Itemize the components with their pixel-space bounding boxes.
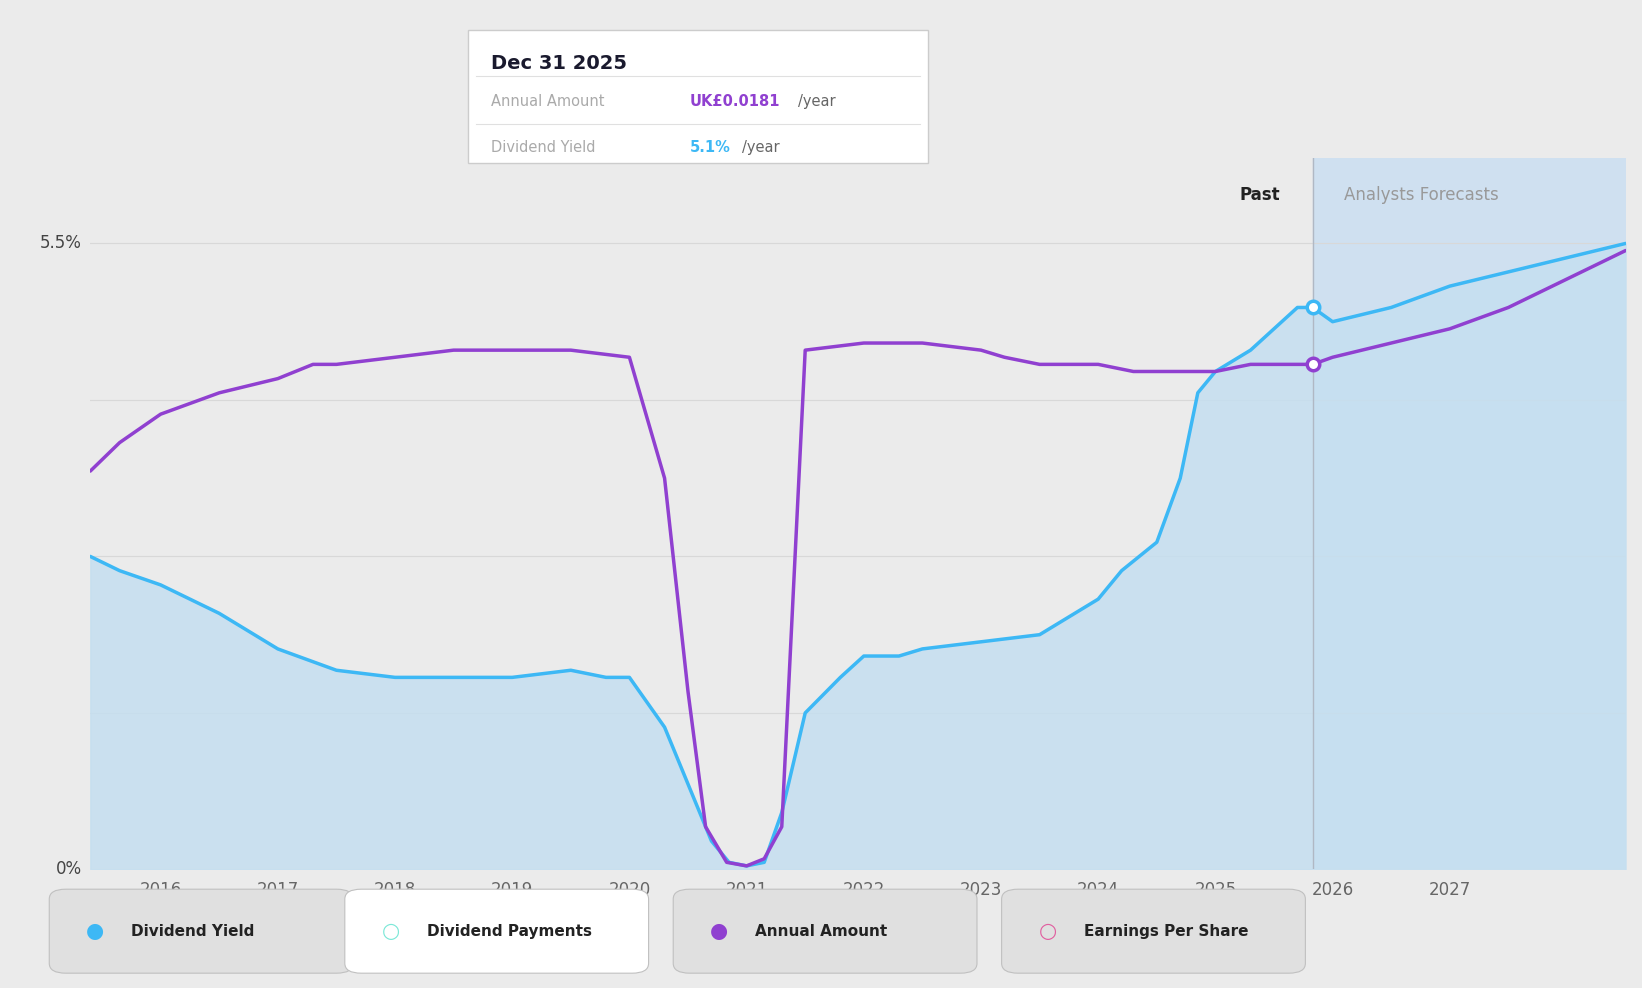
Text: UK£0.0181: UK£0.0181 bbox=[690, 94, 780, 110]
Text: Earnings Per Share: Earnings Per Share bbox=[1084, 924, 1248, 939]
Text: ●: ● bbox=[709, 921, 729, 942]
Text: /year: /year bbox=[742, 139, 780, 155]
Text: Annual Amount: Annual Amount bbox=[491, 94, 604, 110]
Text: 5.5%: 5.5% bbox=[39, 234, 82, 253]
Text: ○: ○ bbox=[381, 921, 401, 942]
Text: Dec 31 2025: Dec 31 2025 bbox=[491, 54, 627, 73]
Text: 5.1%: 5.1% bbox=[690, 139, 731, 155]
Text: 0%: 0% bbox=[56, 861, 82, 878]
Bar bbox=[1312, 158, 1626, 869]
Text: Dividend Payments: Dividend Payments bbox=[427, 924, 591, 939]
Text: ●: ● bbox=[85, 921, 105, 942]
Text: /year: /year bbox=[798, 94, 836, 110]
Text: Analysts Forecasts: Analysts Forecasts bbox=[1345, 187, 1499, 205]
Text: Dividend Yield: Dividend Yield bbox=[131, 924, 255, 939]
Text: Past: Past bbox=[1240, 187, 1279, 205]
Text: Dividend Yield: Dividend Yield bbox=[491, 139, 596, 155]
Text: Annual Amount: Annual Amount bbox=[755, 924, 888, 939]
Text: ○: ○ bbox=[1038, 921, 1057, 942]
